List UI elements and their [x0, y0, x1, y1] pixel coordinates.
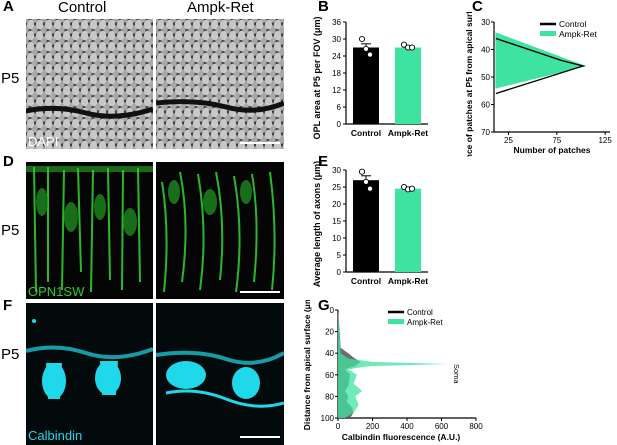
chart-e-ytick-label: 15 — [332, 217, 341, 226]
chart-c-legend-swatch-ampk — [540, 31, 556, 36]
chart-b: OPL area at P5 per FOV (μm) 0 6 12 18 24 30 36… — [312, 17, 428, 140]
chart-c-ytick-label: 70 — [481, 128, 490, 137]
chart-e-bar-0 — [353, 180, 379, 272]
chart-e-ytick-label: 25 — [332, 183, 341, 192]
chart-c-legend-ampk: Ampk-Ret — [559, 29, 597, 39]
chart-g-xtick-label: 800 — [469, 422, 483, 431]
chart-e-xtick-label-0: Control — [351, 276, 381, 286]
chart-c-xtick-label: 25 — [504, 136, 513, 145]
chart-e-point — [362, 178, 370, 185]
row-label-f: P5 — [1, 346, 20, 363]
dapi-ampk-image — [156, 19, 284, 149]
chart-g-xtick-label: 600 — [435, 422, 449, 431]
panel-letter-b: B — [318, 0, 329, 15]
stain-label-dapi: DAPI — [28, 134, 59, 149]
chart-g-ytick-label: 60 — [325, 371, 334, 380]
row-label-a: P5 — [1, 70, 20, 87]
chart-b-ytick-label: 0 — [337, 120, 342, 129]
chart-b-point — [400, 41, 408, 48]
chart-b-point — [366, 51, 374, 58]
chart-b-bar-0 — [353, 47, 379, 124]
chart-b-bar-1 — [395, 47, 421, 124]
panel-letter-f: F — [3, 297, 13, 314]
dapi-control-image: DAPI — [26, 19, 153, 149]
chart-b-ytick-label: 18 — [332, 69, 341, 78]
chart-b-ylabel: OPL area at P5 per FOV (μm) — [312, 17, 322, 140]
chart-g-legend-swatch-ampk — [388, 319, 404, 324]
chart-g-xtick-label: 0 — [336, 422, 341, 431]
chart-g-series-ampk — [338, 310, 449, 418]
chart-b-xtick-label-0: Control — [351, 128, 381, 138]
calb-ampk-image — [156, 303, 284, 445]
stain-label-opn: OPN1SW — [28, 284, 85, 299]
chart-g-legend-ampk: Ampk-Ret — [407, 318, 443, 327]
chart-c-ylabel: Distance of patches at P5 from apical su… — [464, 12, 474, 157]
chart-b-ytick-label: 12 — [332, 86, 341, 95]
chart-g-ytick-label: 0 — [330, 306, 335, 315]
chart-g-annotation-soma: Soma — [452, 364, 461, 384]
chart-g-ytick-label: 20 — [325, 328, 334, 337]
chart-b-ytick-label: 36 — [332, 18, 341, 27]
chart-e-xtick-label-1: Ampk-Ret — [388, 276, 428, 286]
chart-b-ytick-label: 6 — [337, 103, 342, 112]
opn-ampk-image — [156, 162, 284, 299]
chart-c-ytick-label: 40 — [481, 46, 490, 55]
opn-control-image: OPN1SW — [26, 162, 153, 299]
chart-c-xtick-label: 75 — [552, 136, 561, 145]
chart-e-ytick-label: 5 — [337, 251, 342, 260]
panel-letter-a: A — [3, 0, 14, 15]
chart-c-ytick-label: 30 — [481, 18, 490, 27]
panel-letter-d: D — [3, 153, 14, 170]
chart-g: Distance from apical surface (μm) 0 20 40 6… — [302, 300, 483, 442]
chart-c-ytick-label: 60 — [481, 101, 490, 110]
chart-e-point — [408, 185, 416, 192]
chart-e: Average length of axons (μm) 0 5 10 15 20 25 3… — [312, 161, 428, 287]
chart-g-xlabel: Calbindin fluorescence (A.U.) — [342, 432, 461, 442]
chart-e-point — [358, 168, 366, 175]
chart-c-ytick-label: 50 — [481, 73, 490, 82]
chart-b-point — [358, 35, 366, 43]
column-label-control: Control — [58, 0, 107, 16]
row-label-d: P5 — [1, 222, 20, 239]
chart-b-xtick-label-1: Ampk-Ret — [388, 128, 428, 138]
chart-c-legend-control: Control — [559, 19, 587, 29]
chart-e-ytick-label: 20 — [332, 200, 341, 209]
stain-label-calbindin: Calbindin — [28, 428, 83, 443]
column-label-ampk: Ampk-Ret — [187, 0, 254, 16]
chart-b-ytick-label: 24 — [332, 52, 341, 61]
chart-e-ytick-label: 30 — [332, 166, 341, 175]
chart-c-xlabel: Number of patches — [514, 145, 591, 155]
chart-e-ytick-label: 10 — [332, 234, 341, 243]
chart-g-xtick-label: 200 — [366, 422, 380, 431]
chart-g-ytick-label: 80 — [325, 392, 334, 401]
chart-g-legend-control: Control — [407, 308, 433, 317]
chart-c-xtick-label: 125 — [598, 136, 612, 145]
chart-g-ylabel: Distance from apical surface (μm) — [302, 300, 312, 430]
panel-letter-e: E — [318, 153, 329, 170]
chart-b-point — [408, 44, 416, 51]
chart-b-point — [362, 45, 370, 52]
chart-c: Distance of patches at P5 from apical su… — [464, 12, 612, 157]
panel-letter-g: G — [318, 297, 330, 314]
chart-c-series-control — [495, 37, 586, 95]
calb-control-image: Calbindin — [26, 303, 153, 445]
panel-letter-c: C — [472, 0, 483, 15]
chart-g-ytick-label: 40 — [325, 349, 334, 358]
chart-g-xtick-label: 400 — [400, 422, 414, 431]
chart-e-bar-1 — [395, 188, 421, 272]
chart-g-ytick-label: 100 — [321, 414, 335, 423]
chart-e-ytick-label: 0 — [337, 268, 342, 277]
chart-e-point — [366, 185, 374, 192]
chart-b-ytick-label: 30 — [332, 35, 341, 44]
chart-e-ylabel: Average length of axons (μm) — [312, 161, 322, 287]
